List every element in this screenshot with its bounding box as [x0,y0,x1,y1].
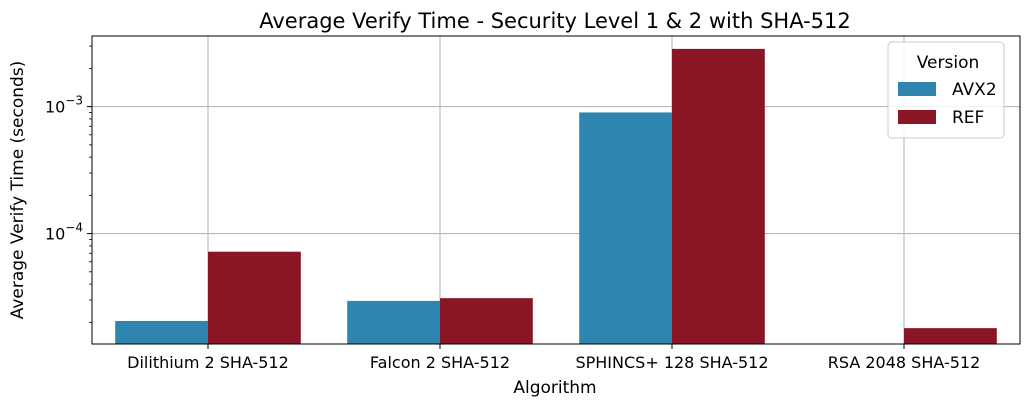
legend-label: AVX2 [952,80,997,100]
bar-ref [208,251,301,344]
x-tick-label: RSA 2048 SHA-512 [828,353,981,372]
bar-avx2 [579,112,672,345]
x-tick-label: Falcon 2 SHA-512 [370,353,510,372]
y-axis-label: Average Verify Time (seconds) [8,61,28,320]
y-tick-label: 10−3 [45,94,83,117]
x-tick-label: SPHINCS+ 128 SHA-512 [575,353,768,372]
legend-swatch [898,82,936,96]
bar-ref [440,298,533,344]
x-axis-label: Algorithm [513,378,596,398]
bars [115,48,997,345]
bar-avx2 [347,300,440,344]
bar-avx2 [115,320,208,344]
x-tick-label: Dilithium 2 SHA-512 [127,353,289,372]
chart-title: Average Verify Time - Security Level 1 &… [259,9,851,33]
legend-swatch [898,110,936,124]
bar-ref [672,48,765,345]
legend-title: Version [917,53,980,73]
legend-label: REF [952,108,984,128]
legend: Version AVX2 REF [887,41,1005,139]
y-tick-label: 10−4 [45,221,83,244]
bar-ref [904,328,997,344]
axis-ticks: Dilithium 2 SHA-512 Falcon 2 SHA-512 SPHIN… [45,45,981,372]
plot-frame [91,35,1021,345]
